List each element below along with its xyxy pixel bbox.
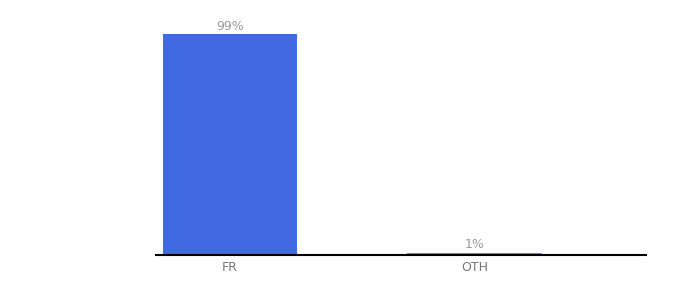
- Bar: [163, 34, 297, 255]
- Bar: [407, 253, 542, 255]
- Text: 1%: 1%: [464, 238, 485, 251]
- Text: 99%: 99%: [216, 20, 243, 33]
